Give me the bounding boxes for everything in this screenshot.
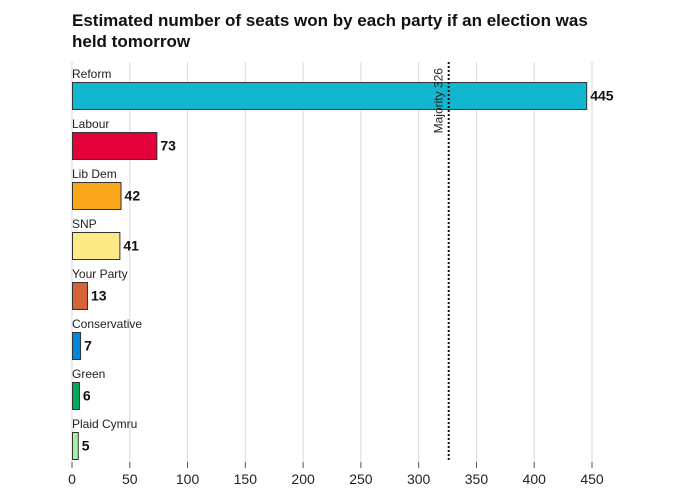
bar [72,332,82,360]
category-label: Lib Dem [72,167,117,181]
value-label: 445 [590,88,614,104]
majority-label: Majority 326 [432,68,446,134]
bar [72,82,588,110]
bar [72,232,121,260]
bar [72,382,80,410]
bar [72,132,158,160]
x-tick-label: 450 [580,471,604,487]
x-tick-label: 300 [407,471,431,487]
x-tick-label: 0 [68,471,76,487]
value-label: 42 [125,188,141,204]
x-tick-label: 100 [176,471,200,487]
x-tick-label: 200 [291,471,315,487]
category-label: Reform [72,67,111,81]
chart-title: Estimated number of seats won by each pa… [72,11,588,51]
value-label: 5 [82,438,90,454]
x-tick-label: 50 [122,471,138,487]
category-label: Conservative [72,317,142,331]
value-label: 41 [123,238,139,254]
bar [72,182,122,210]
bar [72,432,79,460]
category-label: Green [72,367,105,381]
value-label: 73 [160,138,176,154]
value-label: 13 [91,288,107,304]
x-tick-label: 400 [523,471,547,487]
x-tick-label: 150 [234,471,258,487]
category-label: Your Party [72,267,128,281]
bar [72,282,89,310]
x-tick-label: 250 [349,471,373,487]
category-label: Labour [72,117,109,131]
category-label: Plaid Cymru [72,417,137,431]
value-label: 6 [83,388,91,404]
value-label: 7 [84,338,92,354]
x-tick-label: 350 [465,471,489,487]
category-label: SNP [72,217,97,231]
